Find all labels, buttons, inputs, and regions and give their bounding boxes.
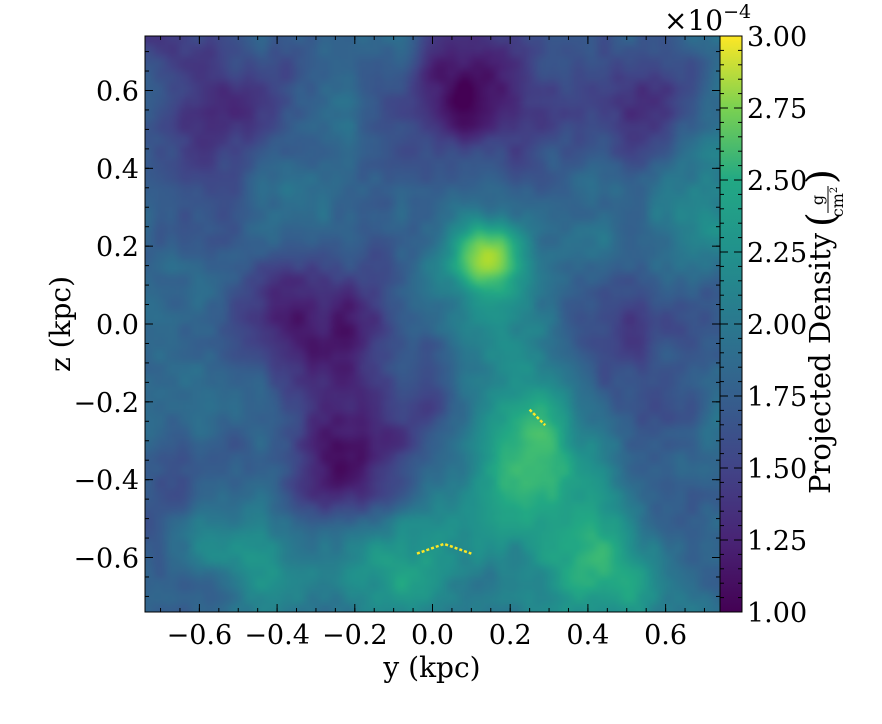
x-tick-label: 0.0: [411, 620, 454, 651]
x-axis: −0.6 −0.4 −0.2 0.0 0.2 0.4 0.6: [160, 36, 705, 651]
y-tick-label: −0.4: [73, 466, 139, 497]
y-tick-label: 0.0: [96, 310, 139, 341]
x-tick-label: −0.4: [244, 620, 310, 651]
colorbar-label-group: Projected Density ( g cm2 ): [799, 169, 847, 494]
y-tick-label: 0.2: [96, 232, 139, 263]
colorbar-tick-label: 2.75: [747, 94, 807, 125]
density-field-image: [145, 36, 720, 612]
x-tick-label: 0.4: [566, 620, 609, 651]
x-tick-label: 0.2: [489, 620, 532, 651]
y-tick-label: 0.6: [96, 76, 139, 107]
heatmap-area: [145, 36, 720, 612]
colorbar-tick-label: 3.00: [747, 22, 807, 53]
svg-text:×10−4: ×10−4: [664, 1, 751, 37]
bright-streaks: [416, 408, 547, 555]
colorbar-tick-label: 2.50: [747, 166, 807, 197]
colorbar-tick-label: 1.75: [747, 382, 807, 413]
colorbar-unit-denominator-group: cm2: [828, 187, 847, 218]
y-axis: −0.6 −0.4 −0.2 0.0 0.2 0.4 0.6: [73, 51, 720, 597]
x-axis-label: y (kpc): [382, 651, 480, 684]
colorbar-tick-label: 1.50: [747, 454, 807, 485]
colorbar-tick-label: 2.25: [747, 238, 807, 269]
colorbar-label: Projected Density: [803, 232, 837, 494]
colorbar-unit-denominator: cm: [828, 193, 847, 217]
colorbar-unit-close-paren: ): [799, 169, 843, 184]
colorbar-unit-open-paren: (: [799, 212, 843, 227]
y-axis-label: z (kpc): [44, 276, 77, 372]
colorbar-unit-numerator: g: [808, 195, 827, 205]
x-tick-label: −0.2: [322, 620, 388, 651]
y-tick-label: −0.2: [73, 388, 139, 419]
colorbar-tick-label: 1.25: [747, 526, 807, 557]
colorbar-tick-label: 2.00: [747, 310, 807, 341]
colorbar-unit-exponent: 2: [829, 187, 840, 193]
bright-streak: [528, 408, 547, 427]
x-tick-label: 0.6: [644, 620, 687, 651]
colorbar-multiplier-exponent: −4: [723, 1, 751, 23]
y-tick-label: 0.4: [96, 154, 139, 185]
y-tick-label: −0.6: [73, 544, 139, 575]
colorbar-axis: 1.00 1.25 1.50 1.75 2.00 2.25 2.50 2.75 3.00: [720, 22, 807, 629]
colorbar-tick-label: 1.00: [747, 598, 807, 629]
x-tick-label: −0.6: [167, 620, 233, 651]
colorbar-multiplier-base: ×10: [664, 4, 723, 37]
colorbar-multiplier: ×10−4: [664, 1, 751, 37]
